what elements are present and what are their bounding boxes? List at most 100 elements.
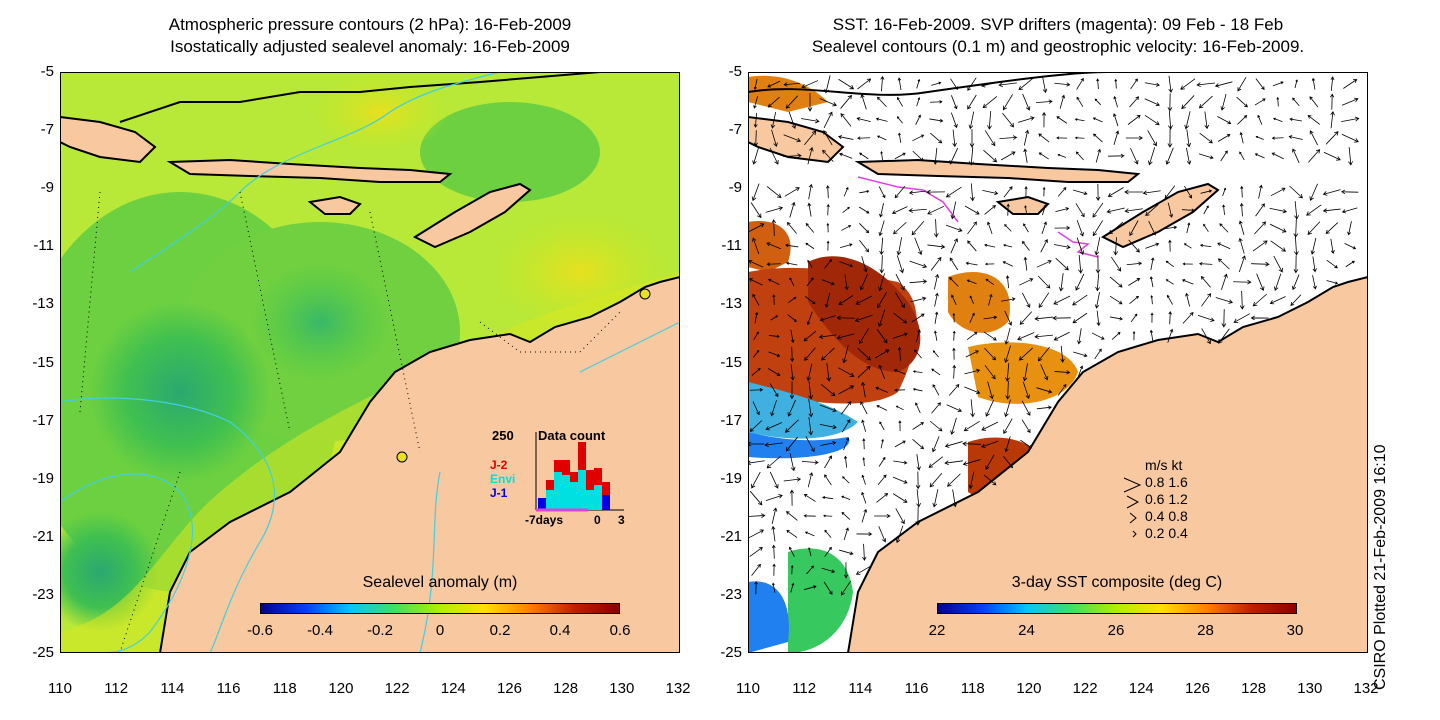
velocity-arrow [1147, 147, 1156, 166]
velocity-arrow [1075, 203, 1085, 218]
velocity-arrow [1198, 95, 1213, 109]
timor-island [412, 182, 532, 249]
velocity-arrow [950, 201, 957, 220]
velocity-arrow [1312, 275, 1317, 290]
velocity-arrow [1004, 224, 1012, 232]
svp-drifter-tracks [857, 176, 1099, 258]
velocity-arrow [876, 135, 887, 141]
velocity-arrow [836, 333, 855, 340]
velocity-arrow [1022, 381, 1030, 399]
velocity-arrow [854, 314, 873, 323]
velocity-arrow [892, 332, 908, 339]
velocity-arrow [967, 94, 977, 110]
velocity-arrow [803, 514, 816, 518]
velocity-arrow [988, 293, 993, 306]
velocity-arrow [944, 460, 963, 466]
velocity-arrow [826, 363, 832, 382]
velocity-arrow [1077, 365, 1084, 379]
velocity-arrow [930, 132, 943, 144]
velocity-arrow [1091, 332, 1105, 340]
velocity-arrow [819, 424, 837, 430]
longitude-tick-label: 110 [48, 680, 72, 697]
velocity-arrow [949, 276, 959, 287]
colorbar-tick-label: -0.2 [367, 622, 393, 639]
velocity-arrow [1218, 328, 1230, 344]
velocity-arrow [1017, 332, 1035, 341]
velocity-arrow [952, 347, 956, 360]
velocity-arrow [896, 237, 903, 256]
velocity-arrow [1145, 204, 1159, 216]
latitude-tick-label: -19 [720, 469, 742, 487]
velocity-arrow [1199, 243, 1212, 248]
velocity-arrow [911, 313, 925, 323]
velocity-arrow [838, 78, 855, 90]
velocity-arrow [1167, 129, 1173, 148]
velocity-arrow [969, 295, 975, 304]
velocity-arrow [1130, 78, 1138, 90]
velocity-arrow [879, 237, 884, 256]
velocity-arrow [1129, 96, 1140, 108]
latitude-tick-label: -5 [728, 63, 742, 80]
velocity-arrow [1109, 295, 1123, 305]
velocity-arrow [894, 152, 906, 160]
velocity-arrow [788, 296, 797, 304]
velocity-arrow [984, 130, 996, 147]
velocity-arrow [1250, 315, 1269, 321]
velocity-arrow [1021, 400, 1031, 416]
velocity-arrow [916, 489, 921, 508]
velocity-arrow [822, 496, 834, 500]
velocity-arrow [1290, 294, 1302, 306]
velocity-arrow [929, 420, 943, 432]
velocity-arrow [785, 261, 798, 266]
velocity-arrow [963, 420, 980, 432]
velocity-arrow [970, 399, 975, 418]
velocity-arrow [860, 401, 868, 415]
velocity-arrow [880, 75, 885, 92]
velocity-arrow [984, 262, 995, 266]
velocity-arrow [785, 436, 798, 452]
velocity-arrow [824, 546, 832, 557]
velocity-arrow [807, 146, 814, 165]
velocity-arrow [771, 219, 777, 237]
latitude-tick-label: -9 [40, 179, 54, 197]
velocity-arrow [1055, 207, 1070, 213]
velocity-arrow [784, 243, 799, 248]
velocity-arrow [876, 493, 889, 503]
velocity-arrow [821, 279, 835, 286]
velocity-key-header: m/s kt [1145, 457, 1183, 473]
velocity-arrow [806, 363, 813, 382]
velocity-arrow [1196, 82, 1215, 88]
velocity-arrow [801, 118, 820, 124]
velocity-arrow [803, 585, 817, 591]
velocity-arrow [1054, 225, 1071, 230]
velocity-key-arrows [1123, 477, 1142, 538]
velocity-arrow [880, 438, 884, 449]
velocity-arrow [1037, 346, 1050, 362]
velocity-arrow [1199, 132, 1213, 144]
velocity-arrow [754, 580, 758, 595]
velocity-arrow [1034, 316, 1053, 322]
velocity-arrow [982, 190, 999, 196]
velocity-arrow [801, 460, 819, 465]
longitude-tick-label: 118 [960, 680, 985, 697]
velocity-arrow [1114, 78, 1118, 89]
velocity-arrow [1198, 261, 1213, 266]
velocity-arrow [751, 563, 761, 576]
velocity-arrow [1107, 187, 1124, 197]
velocity-arrow [790, 582, 795, 593]
velocity-arrow [1054, 82, 1071, 87]
velocity-arrow [1149, 329, 1154, 342]
velocity-arrow [841, 419, 851, 433]
latitude-tick-label: -23 [32, 585, 54, 603]
velocity-arrow [842, 345, 849, 364]
latitude-tick-label: -25 [720, 644, 742, 661]
velocity-arrow [929, 118, 944, 123]
velocity-arrow [1200, 275, 1211, 288]
sst-patches [748, 75, 1078, 653]
velocity-arrow [786, 221, 797, 234]
velocity-arrow [766, 455, 782, 469]
velocity-arrow [1273, 255, 1283, 273]
velocity-arrow [770, 315, 779, 321]
velocity-arrow [916, 454, 921, 471]
velocity-arrow [826, 240, 830, 251]
